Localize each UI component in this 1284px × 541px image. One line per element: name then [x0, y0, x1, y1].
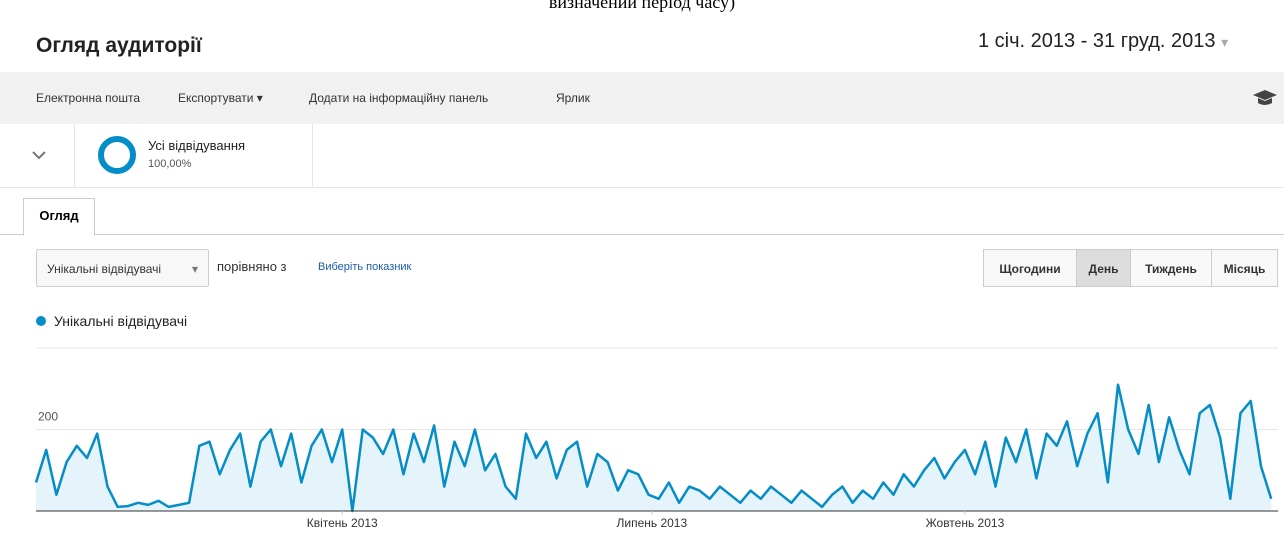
x-tick-label: Липень 2013: [617, 516, 688, 530]
area: [36, 384, 1272, 511]
segment-percent: 100,00%: [148, 158, 192, 170]
legend-label: Унікальні відвідувачі: [54, 313, 188, 329]
x-tick-label: Жовтень 2013: [926, 516, 1005, 530]
tab-line: [0, 234, 1284, 235]
segment-name: Усі відвідування: [148, 138, 246, 153]
interval-button[interactable]: Тиждень: [1130, 249, 1212, 287]
interval-button[interactable]: День: [1076, 249, 1131, 287]
date-range-text: 1 січ. 2013 - 31 груд. 2013: [978, 30, 1216, 52]
interval-button[interactable]: Місяць: [1211, 249, 1278, 287]
y-tick-label: 200: [38, 410, 58, 424]
chart: 200 400 Квітень 2013 Липень 2013 Жовтень 201…: [34, 340, 1278, 530]
date-range[interactable]: 1 січ. 2013 - 31 груд. 2013 ▾: [978, 30, 1229, 52]
legend-dot: [36, 316, 46, 326]
toolbar-item[interactable]: Ярлик: [556, 91, 590, 105]
interval-button[interactable]: Щогодини: [983, 249, 1077, 287]
x-tick-label: Квітень 2013: [307, 516, 378, 530]
toolbar-item[interactable]: Додати на інформаційну панель: [309, 91, 489, 105]
y-tick-label: 400: [38, 340, 58, 342]
segment-toggle[interactable]: [0, 124, 75, 187]
toolbar: [0, 72, 1284, 124]
toolbar-item[interactable]: Експортувати ▾: [178, 91, 263, 105]
tab[interactable]: Огляд: [23, 198, 95, 236]
compare-link[interactable]: Виберіть показник: [318, 261, 412, 273]
toolbar-item[interactable]: Електронна пошта: [36, 91, 141, 105]
caption: визначений період часу): [548, 0, 736, 12]
page-title: Огляд аудиторії: [36, 34, 202, 57]
metric-text: Унікальні відвідувачі: [47, 262, 162, 276]
metric-dropdown[interactable]: Унікальні відвідувачі ▾: [36, 249, 209, 287]
compare-text: порівняно з: [217, 259, 287, 274]
help-icon[interactable]: [1252, 88, 1278, 106]
segment-bar: Усі відвідування 100,00%: [0, 124, 1284, 188]
segment-donut: [98, 136, 136, 174]
line: [34, 383, 1273, 513]
